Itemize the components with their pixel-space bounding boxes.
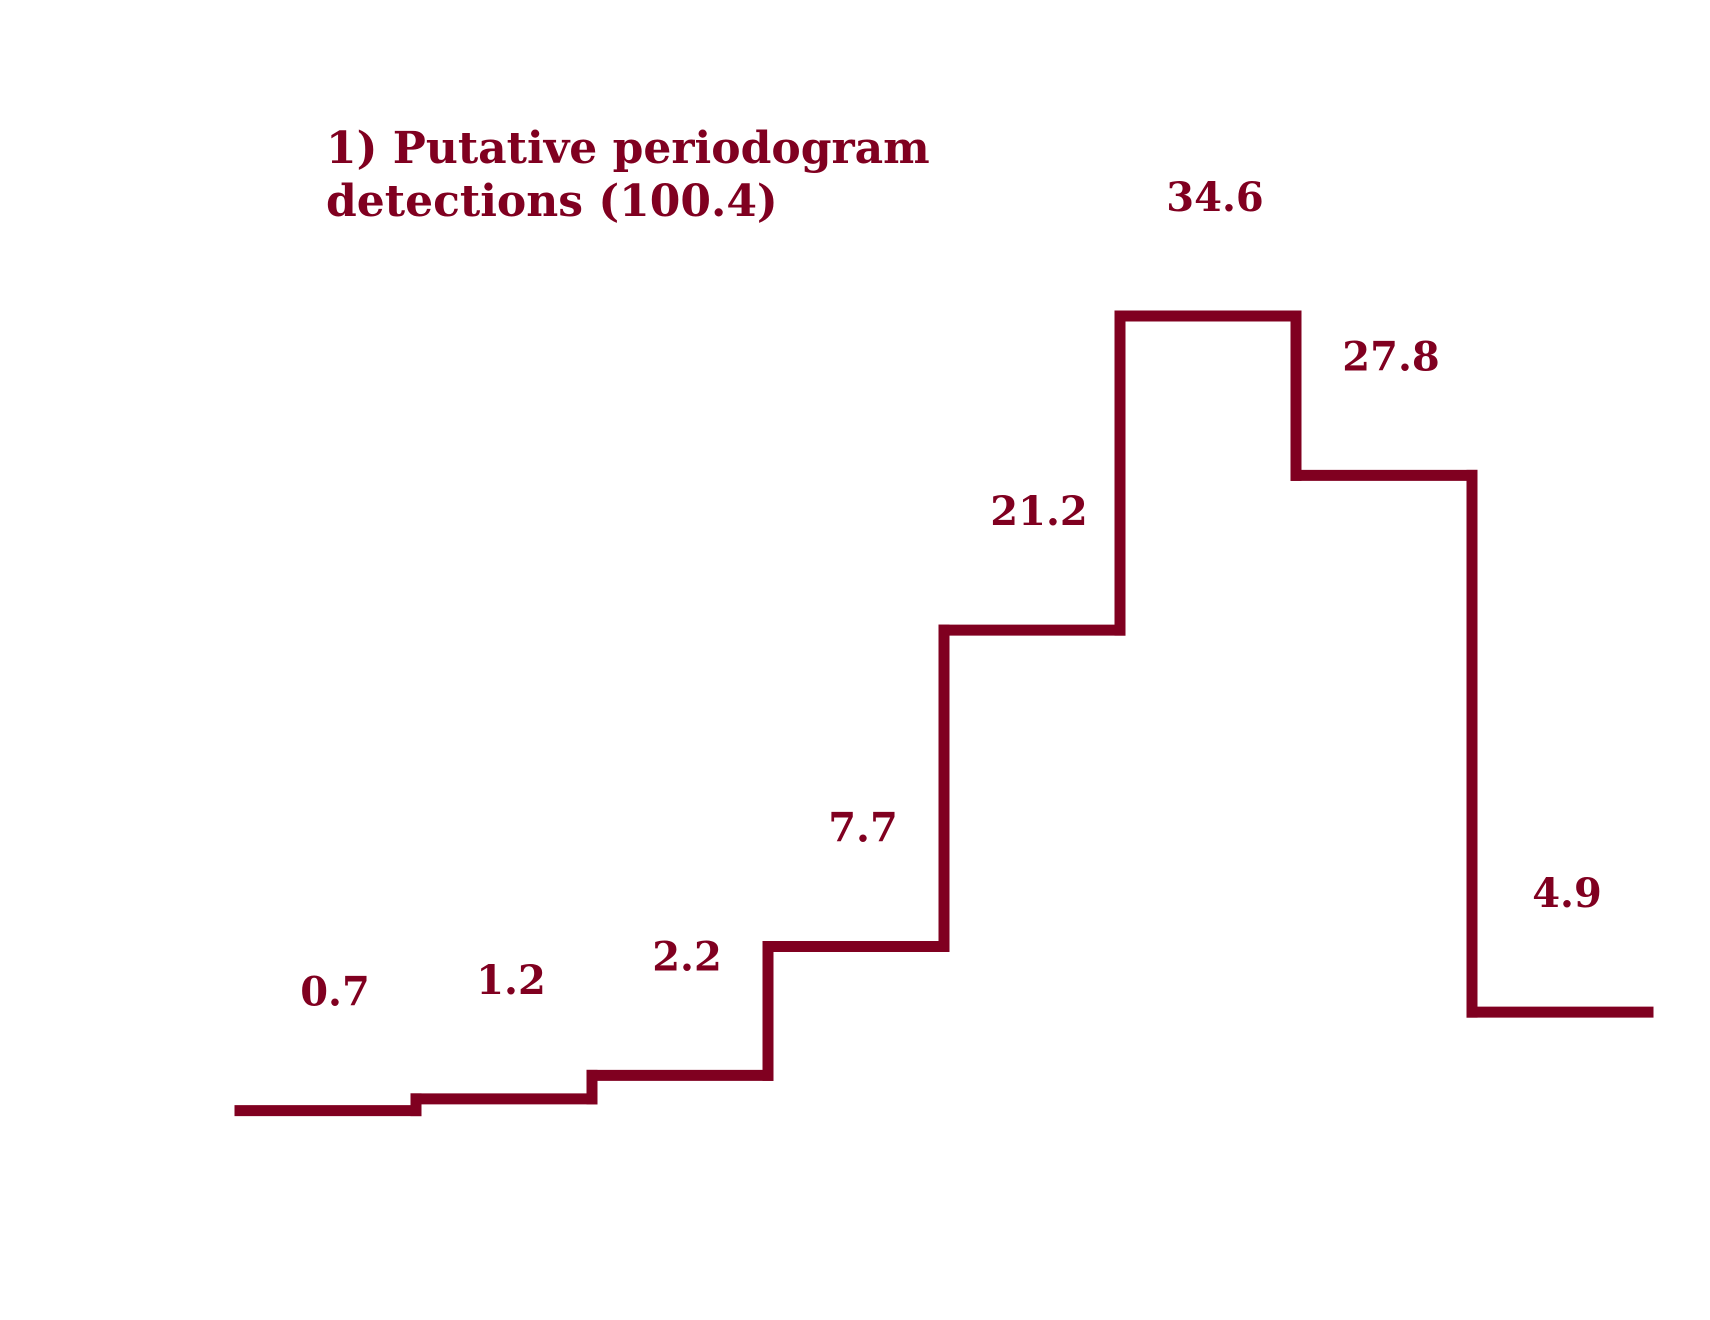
- chart-title-line-1: 1) Putative periodogram: [326, 123, 930, 174]
- value-labels: 0.7 1.2 2.2 7.7 21.2 34.6 27.8 4.9: [300, 174, 1602, 1016]
- step-series: [234, 310, 1654, 1117]
- chart-title: 1) Putative periodogram detections (100.…: [326, 123, 930, 227]
- value-label-5: 21.2: [990, 488, 1087, 535]
- value-label-6: 34.6: [1166, 174, 1263, 221]
- value-label-4: 7.7: [828, 805, 898, 852]
- value-label-2: 1.2: [476, 957, 546, 1004]
- value-label-1: 0.7: [300, 969, 370, 1016]
- value-label-8: 4.9: [1532, 870, 1602, 917]
- value-label-7: 27.8: [1342, 333, 1439, 380]
- value-label-3: 2.2: [652, 933, 722, 980]
- chart-title-line-2: detections (100.4): [326, 176, 778, 227]
